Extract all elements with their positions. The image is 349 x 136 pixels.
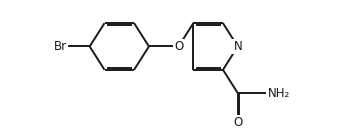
Text: O: O (233, 116, 243, 129)
Text: NH₂: NH₂ (267, 87, 290, 100)
Text: Br: Br (54, 40, 67, 53)
Text: N: N (233, 40, 242, 53)
Text: O: O (174, 40, 183, 53)
